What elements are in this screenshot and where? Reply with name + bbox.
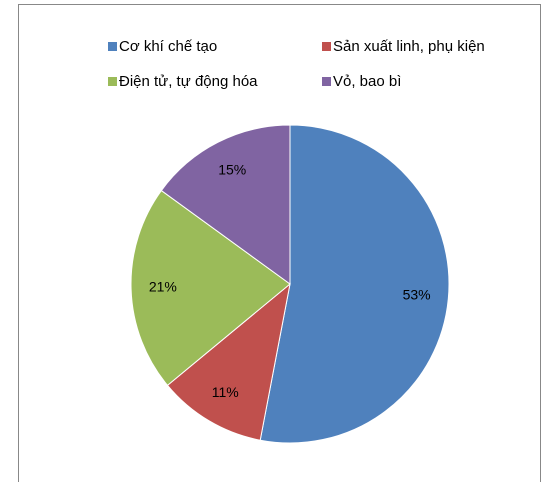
pie-slice: [160, 124, 291, 285]
legend-swatch: [322, 77, 331, 86]
legend-text: Điện tử, tự động hóa: [119, 73, 258, 90]
pie-slice: [166, 282, 291, 441]
value-label: 53%: [403, 287, 431, 303]
legend-text: Cơ khí chế tạo: [119, 38, 217, 55]
legend-swatch: [108, 42, 117, 51]
value-label: 11%: [212, 384, 239, 400]
pie-slice: [259, 124, 450, 444]
pie-slice: [130, 189, 291, 387]
legend-text: Sản xuất linh, phụ kiện: [333, 38, 485, 55]
legend-text: Vỏ, bao bì: [333, 73, 401, 90]
legend-swatch: [322, 42, 331, 51]
legend-swatch: [108, 77, 117, 86]
value-label: 21%: [149, 279, 177, 295]
value-label: 15%: [218, 161, 246, 177]
